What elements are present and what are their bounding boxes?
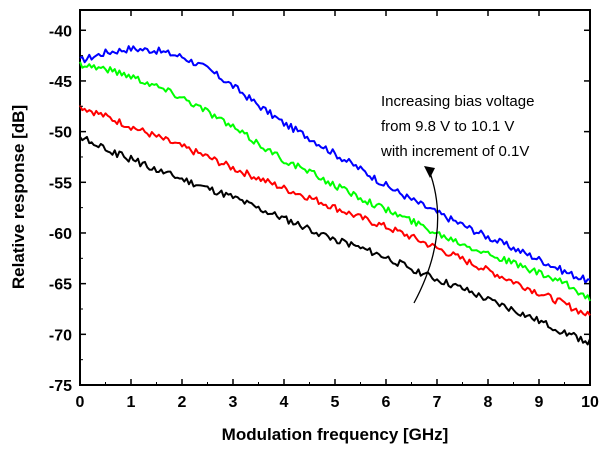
x-tick-label: 5 <box>331 394 340 411</box>
series-line-3 <box>79 104 591 317</box>
y-tick-label: -70 <box>49 327 72 344</box>
annotation: Increasing bias voltage from 9.8 V to 10… <box>380 93 534 304</box>
series-layer <box>79 45 591 346</box>
x-axis-label: Modulation frequency [GHz] <box>222 425 449 444</box>
x-tick-label: 8 <box>484 394 493 411</box>
y-tick-label: -45 <box>49 74 72 91</box>
plot-frame <box>79 9 591 386</box>
x-tick-label: 3 <box>229 394 238 411</box>
x-tick-label: 2 <box>178 394 187 411</box>
y-tick-label: -50 <box>49 125 72 142</box>
series-line-1 <box>79 45 591 284</box>
x-tick-label: 9 <box>535 394 544 411</box>
x-tick-label: 7 <box>433 394 442 411</box>
x-tick-label: 10 <box>581 394 599 411</box>
y-axis-label: Relative response [dB] <box>9 105 28 289</box>
x-tick-label: 0 <box>76 394 85 411</box>
y-tick-label: -40 <box>49 23 72 40</box>
tick-layer: 0 1 2 3 4 5 6 7 8 9 10 -75 -70 -65 -60 -55 -50 -45 -40 <box>49 10 599 411</box>
y-tick-label: -75 <box>49 378 72 395</box>
annotation-line-1: Increasing bias voltage <box>381 93 534 110</box>
annotation-arrow <box>413 169 439 304</box>
y-tick-label: -60 <box>49 226 72 243</box>
y-tick-label: -55 <box>49 175 72 192</box>
y-tick-label: -65 <box>49 277 72 294</box>
x-tick-label: 4 <box>280 394 289 411</box>
annotation-arrowhead-icon <box>424 166 435 178</box>
annotation-line-2: from 9.8 V to 10.1 V <box>381 118 514 135</box>
series-line-4 <box>79 135 591 346</box>
x-tick-label: 1 <box>127 394 136 411</box>
x-tick-label: 6 <box>382 394 391 411</box>
series-line-2 <box>79 61 591 302</box>
annotation-line-3: with increment of 0.1V <box>380 143 529 160</box>
